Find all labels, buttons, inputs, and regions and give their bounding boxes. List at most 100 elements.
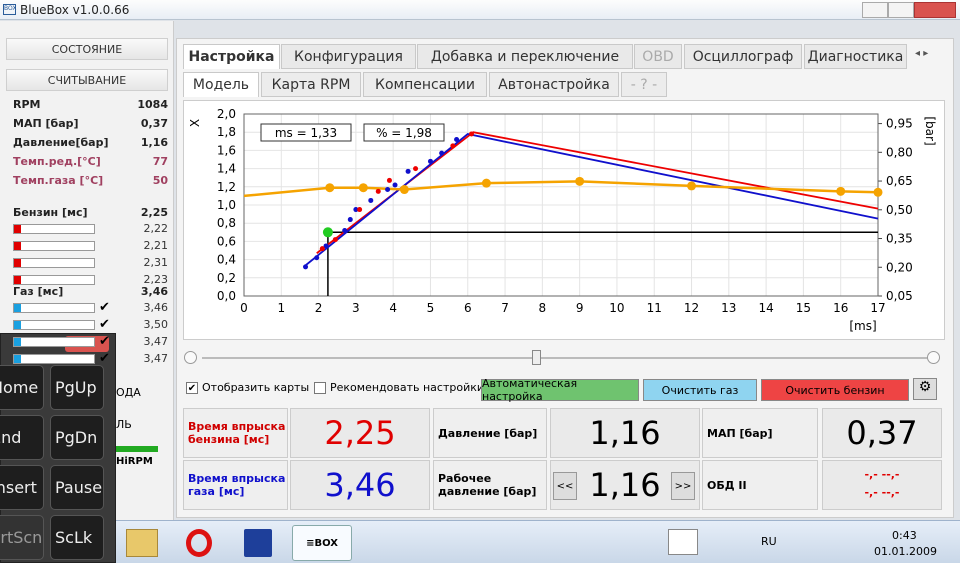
- app-icon: BOX: [3, 4, 16, 15]
- button[interactable]: Очистить газ: [643, 379, 757, 401]
- window-title: BlueBox v1.0.0.66: [20, 3, 130, 17]
- injector-value: 3,50: [143, 318, 169, 331]
- injector-gauge: [13, 275, 95, 285]
- y-tick-label: 0,6: [217, 234, 236, 248]
- x-tick-label: 12: [684, 301, 699, 315]
- group-label: Газ [мс]: [13, 285, 64, 298]
- hidden-label: HiRPM: [116, 456, 153, 467]
- tab[interactable]: Диагностика: [804, 44, 907, 69]
- keyboard-key[interactable]: ScLk: [50, 515, 104, 560]
- x-tick-label: 1: [277, 301, 285, 315]
- maximize-button[interactable]: [888, 2, 914, 18]
- injector-value: 3,47: [143, 352, 169, 365]
- subtab[interactable]: Карта RPM: [261, 72, 361, 97]
- zoom-in[interactable]: [927, 351, 940, 364]
- keyboard-key[interactable]: PgDn: [50, 415, 104, 460]
- tab-scroll[interactable]: ◂ ▸: [915, 48, 929, 59]
- annotation: % = 1,98: [376, 126, 432, 140]
- panel-label: Рабочее давление [бар]: [433, 460, 547, 510]
- tab[interactable]: Настройка: [183, 44, 280, 69]
- subtab[interactable]: Модель: [183, 72, 259, 97]
- button[interactable]: Очистить бензин: [761, 379, 909, 401]
- title-bar: BOX BlueBox v1.0.0.66: [0, 0, 960, 20]
- section-button[interactable]: СЧИТЫВАНИЕ: [6, 69, 168, 91]
- chart: 0 1 2 3 4 5 6 7 8 9 10 11 12 13 14 15 16 170,00,20,40,60,…: [183, 100, 945, 340]
- x-tick-label: 13: [721, 301, 736, 315]
- data-point: [342, 227, 348, 233]
- data-point: [385, 187, 391, 193]
- checkbox[interactable]: [314, 382, 326, 394]
- panel-value: 2,25: [290, 408, 430, 458]
- x-tick-label: 8: [539, 301, 547, 315]
- injector-fill: [14, 321, 21, 329]
- keyboard-key[interactable]: Insert: [0, 465, 44, 510]
- panel-label: Время впрыска бензина [мс]: [183, 408, 288, 458]
- subtab[interactable]: Автонастройка: [489, 72, 619, 97]
- subtab[interactable]: Компенсации: [363, 72, 487, 97]
- injector-fill: [14, 242, 21, 250]
- panel-label: Давление [бар]: [433, 408, 547, 458]
- prev-button[interactable]: <<: [553, 472, 577, 500]
- group-label: Бензин [мс]: [13, 206, 88, 219]
- series-line: [303, 133, 879, 268]
- x-tick-label: 10: [609, 301, 624, 315]
- keyboard-key[interactable]: Home: [0, 365, 44, 410]
- slider-track: [202, 357, 927, 359]
- data-point: [357, 207, 363, 213]
- section-button[interactable]: СОСТОЯНИЕ: [6, 38, 168, 60]
- clock-time[interactable]: 0:43: [892, 529, 917, 542]
- slider[interactable]: [184, 350, 944, 366]
- tab[interactable]: Осциллограф: [684, 44, 802, 69]
- tab[interactable]: Конфигурация: [281, 44, 416, 69]
- explorer-icon[interactable]: [126, 529, 158, 557]
- bluebox-task[interactable]: ≡BOX: [292, 525, 352, 561]
- y-tick-label: 2,0: [217, 107, 236, 121]
- settings-button[interactable]: ⚙: [913, 378, 937, 400]
- injector-check: ✔: [99, 334, 110, 349]
- series-marker: [873, 187, 883, 197]
- injector-value: 2,23: [143, 273, 169, 286]
- slider-thumb[interactable]: [532, 350, 541, 365]
- tab[interactable]: Добавка и переключение: [417, 44, 633, 69]
- tab[interactable]: OBD: [634, 44, 682, 69]
- clock-date[interactable]: 01.01.2009: [874, 545, 937, 558]
- panel-label: МАП [бар]: [702, 408, 818, 458]
- y2-tick-label: 0,65: [886, 174, 913, 188]
- series-line: [243, 180, 879, 198]
- tray-icon[interactable]: [668, 529, 698, 555]
- y-tick-label: 1,2: [217, 180, 236, 194]
- series-marker: [687, 181, 697, 191]
- subtab[interactable]: - ? -: [621, 72, 667, 97]
- data-point: [332, 237, 338, 243]
- annotation: ms = 1,33: [275, 126, 337, 140]
- keyboard-key[interactable]: PrtScn: [0, 515, 44, 560]
- next-button[interactable]: >>: [671, 472, 695, 500]
- x-tick-label: 15: [796, 301, 811, 315]
- data-point: [450, 143, 456, 149]
- y-tick-label: 0,0: [217, 289, 236, 303]
- keyboard-key[interactable]: Pause: [50, 465, 104, 510]
- button[interactable]: Автоматическая настройка: [481, 377, 639, 403]
- keyboard-key[interactable]: End: [0, 415, 44, 460]
- close-button[interactable]: [914, 2, 956, 18]
- y-tick-label: 0,2: [217, 271, 236, 285]
- x-tick-label: 6: [464, 301, 472, 315]
- injector-gauge: [13, 354, 95, 364]
- reading-label: Темп.газа [°C]: [13, 174, 104, 187]
- keyboard-key[interactable]: PgUp: [50, 365, 104, 410]
- y-tick-label: 0,4: [217, 253, 236, 267]
- y2-tick-label: 0,50: [886, 203, 913, 217]
- language[interactable]: RU: [761, 535, 777, 548]
- checkbox[interactable]: ✔: [186, 382, 198, 394]
- x-tick-label: 4: [389, 301, 397, 315]
- zoom-out[interactable]: [184, 351, 197, 364]
- y2-tick-label: 0,20: [886, 260, 913, 274]
- checkbox-label[interactable]: Рекомендовать настройки: [330, 381, 485, 394]
- y-tick-label: 1,6: [217, 143, 236, 157]
- checkbox-label[interactable]: Отобразить карты: [202, 381, 310, 394]
- opera-icon[interactable]: [186, 529, 212, 557]
- injector-value: 2,22: [143, 222, 169, 235]
- injector-check: ✔: [99, 300, 110, 315]
- minimize-button[interactable]: [862, 2, 888, 18]
- save-icon[interactable]: [244, 529, 272, 557]
